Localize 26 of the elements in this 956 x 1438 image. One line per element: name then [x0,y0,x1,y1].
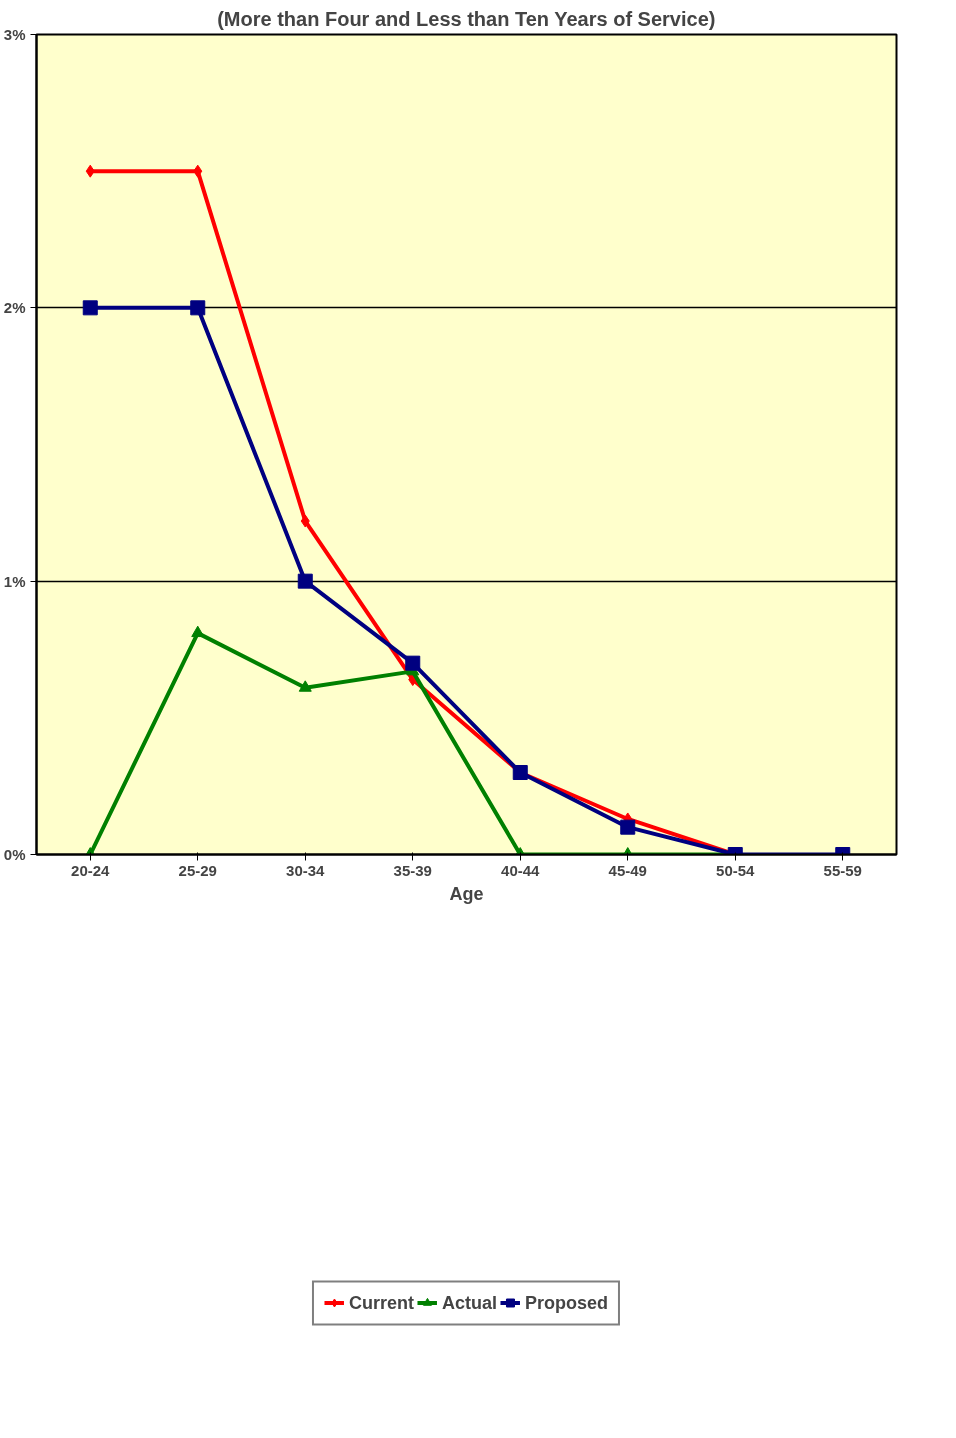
point [297,573,313,589]
legend-label: Current [348,1292,414,1314]
point [405,655,421,671]
legend-label: Actual [441,1292,498,1314]
x-tick-label: 55-59 [823,861,862,879]
x-tick-label: 40-44 [501,861,541,879]
point [298,680,312,692]
point [300,514,310,528]
point [85,164,95,178]
point [191,625,205,638]
x-tick-label: 25-29 [178,861,217,879]
y-tick-label: 3% [3,26,26,43]
y-tick-label: 1% [3,572,26,590]
point [193,164,203,178]
legend-label: Proposed [525,1292,609,1314]
x-tick-label: 35-39 [393,861,432,879]
point [190,300,206,316]
x-tick-label: 45-49 [608,861,647,879]
x-axis-title: Age [449,883,484,904]
point [82,300,98,316]
chart-title: (More than Four and Less than Ten Years of Service) [217,7,716,30]
y-tick-label: 0% [3,846,26,863]
y-tick-label: 2% [3,299,26,317]
x-tick-label: 50-54 [716,861,756,879]
x-tick-label: 30-34 [286,861,326,879]
x-tick-label: 20-24 [71,861,111,879]
